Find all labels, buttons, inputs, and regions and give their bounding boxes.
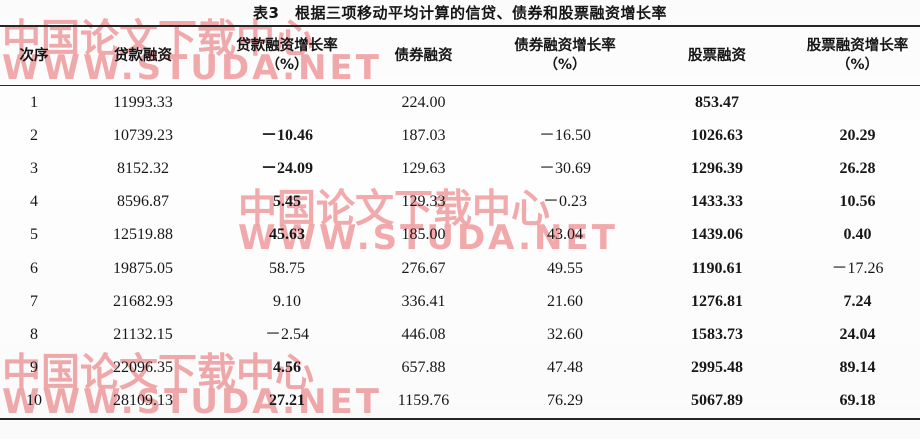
cell-bond: 1159.76 bbox=[397, 392, 450, 410]
cell-loan-growth: 58.75 bbox=[269, 259, 305, 277]
cell-bond-growth: －0.23 bbox=[542, 193, 587, 211]
cell-bond-growth bbox=[491, 86, 639, 120]
cell-bond-growth: 32.60 bbox=[547, 325, 583, 343]
col-header-index: 次序 bbox=[19, 47, 49, 64]
cell-bond: 446.08 bbox=[401, 325, 446, 343]
cell-stock-growth bbox=[795, 86, 920, 120]
table-row: 5 12519.88 45.63 185.00 43.04 1439.06 0.… bbox=[0, 219, 920, 252]
cell-loan: 12519.88 bbox=[113, 226, 173, 244]
cell-loan-growth: －24.09 bbox=[260, 159, 313, 177]
col-header-stock: 股票融资 bbox=[688, 47, 746, 64]
cell-index: 4 bbox=[30, 193, 38, 211]
cell-stock-growth: 20.29 bbox=[839, 126, 876, 144]
cell-bond-growth: 21.60 bbox=[547, 292, 583, 310]
table-body: 1 11993.33 224.00 853.47 2 10739.23 －10.… bbox=[0, 86, 920, 419]
cell-stock-growth: 10.56 bbox=[839, 193, 876, 211]
cell-bond-growth: 47.48 bbox=[547, 359, 583, 377]
cell-bond: 657.88 bbox=[401, 359, 446, 377]
cell-bond: 187.03 bbox=[401, 126, 446, 144]
col-header-loan-growth: 贷款融资增长率 （%） bbox=[236, 38, 338, 73]
cell-stock-growth: 89.14 bbox=[839, 359, 876, 377]
cell-stock: 5067.89 bbox=[691, 392, 743, 410]
cell-loan-growth bbox=[218, 86, 356, 120]
cell-bond: 129.33 bbox=[401, 193, 446, 211]
cell-stock-growth: 26.28 bbox=[839, 159, 876, 177]
table-row: 6 19875.05 58.75 276.67 49.55 1190.61 －1… bbox=[0, 252, 920, 285]
cell-loan: 21132.15 bbox=[113, 325, 173, 343]
financing-growth-table: 次序 贷款融资 贷款融资增长率 （%） 债券融资 bbox=[0, 25, 920, 420]
cell-stock: 1433.33 bbox=[691, 193, 743, 211]
cell-loan: 8596.87 bbox=[117, 193, 169, 211]
cell-stock: 1190.61 bbox=[691, 259, 743, 277]
cell-loan-growth: 27.21 bbox=[269, 392, 305, 410]
cell-bond-growth: 43.04 bbox=[547, 226, 583, 244]
table-row: 8 21132.15 －2.54 446.08 32.60 1583.73 24… bbox=[0, 318, 920, 351]
cell-loan: 19875.05 bbox=[113, 259, 173, 277]
col-header-loan: 贷款融资 bbox=[114, 47, 172, 64]
cell-loan: 8152.32 bbox=[117, 159, 169, 177]
cell-index: 5 bbox=[30, 226, 38, 244]
cell-stock-growth: 69.18 bbox=[839, 392, 876, 410]
col-header-stock-growth: 股票融资增长率 （%） bbox=[806, 38, 909, 73]
cell-loan-growth: 45.63 bbox=[269, 226, 305, 244]
cell-stock: 1296.39 bbox=[691, 159, 743, 177]
cell-loan: 11993.33 bbox=[113, 93, 173, 111]
cell-stock: 1583.73 bbox=[691, 325, 743, 343]
table-header: 次序 贷款融资 贷款融资增长率 （%） 债券融资 bbox=[0, 26, 920, 86]
cell-bond: 129.63 bbox=[401, 159, 446, 177]
cell-stock-growth: 24.04 bbox=[839, 325, 876, 343]
cell-bond: 185.00 bbox=[401, 226, 446, 244]
col-header-bond-growth: 债券融资增长率 （%） bbox=[514, 38, 616, 73]
cell-bond-growth: 49.55 bbox=[547, 259, 583, 277]
cell-bond: 336.41 bbox=[401, 292, 446, 310]
cell-index: 1 bbox=[30, 93, 38, 111]
table-row: 1 11993.33 224.00 853.47 bbox=[0, 86, 920, 120]
col-header-bond: 债券融资 bbox=[394, 47, 453, 64]
cell-index: 8 bbox=[30, 325, 38, 343]
cell-index: 9 bbox=[30, 359, 38, 377]
table-caption: 表3 根据三项移动平均计算的信贷、债券和股票融资增长率 bbox=[253, 4, 667, 22]
table-content: 表3 根据三项移动平均计算的信贷、债券和股票融资增长率 次序 贷款融资 bbox=[0, 4, 920, 420]
cell-loan: 28109.13 bbox=[113, 392, 173, 410]
cell-stock-growth: 7.24 bbox=[843, 292, 872, 310]
cell-loan-growth: 5.45 bbox=[273, 193, 301, 211]
cell-loan-growth: 9.10 bbox=[273, 292, 301, 310]
table-row: 4 8596.87 5.45 129.33 －0.23 1433.33 10.5… bbox=[0, 186, 920, 219]
cell-index: 3 bbox=[30, 159, 38, 177]
cell-bond-growth: 76.29 bbox=[547, 392, 583, 410]
cell-stock-growth: －17.26 bbox=[831, 259, 884, 277]
table-row: 10 28109.13 27.21 1159.76 76.29 5067.89 … bbox=[0, 385, 920, 419]
cell-loan-growth: 4.56 bbox=[273, 359, 301, 377]
cell-bond-growth: －16.50 bbox=[538, 126, 591, 144]
cell-stock: 1026.63 bbox=[691, 126, 743, 144]
table-row: 2 10739.23 －10.46 187.03 －16.50 1026.63 … bbox=[0, 119, 920, 152]
cell-stock-growth: 0.40 bbox=[843, 226, 872, 244]
cell-loan-growth: －2.54 bbox=[264, 325, 309, 343]
cell-bond: 276.67 bbox=[401, 259, 446, 277]
cell-stock: 1439.06 bbox=[691, 226, 743, 244]
cell-index: 6 bbox=[30, 259, 38, 277]
cell-stock: 2995.48 bbox=[691, 359, 743, 377]
header-row: 次序 贷款融资 贷款融资增长率 （%） 债券融资 bbox=[0, 26, 920, 86]
cell-loan: 21682.93 bbox=[113, 292, 173, 310]
cell-bond: 224.00 bbox=[401, 93, 446, 111]
table-row: 9 22096.35 4.56 657.88 47.48 2995.48 89.… bbox=[0, 352, 920, 385]
cell-stock: 853.47 bbox=[695, 93, 739, 111]
cell-bond-growth: －30.69 bbox=[538, 159, 591, 177]
cell-index: 2 bbox=[30, 126, 38, 144]
table-row: 7 21682.93 9.10 336.41 21.60 1276.81 7.2… bbox=[0, 285, 920, 318]
table-row: 3 8152.32 －24.09 129.63 －30.69 1296.39 2… bbox=[0, 152, 920, 185]
cell-index: 7 bbox=[30, 292, 38, 310]
cell-stock: 1276.81 bbox=[691, 292, 743, 310]
cell-index: 10 bbox=[26, 392, 42, 410]
cell-loan-growth: －10.46 bbox=[260, 126, 313, 144]
cell-loan: 22096.35 bbox=[113, 359, 173, 377]
cell-loan: 10739.23 bbox=[113, 126, 173, 144]
